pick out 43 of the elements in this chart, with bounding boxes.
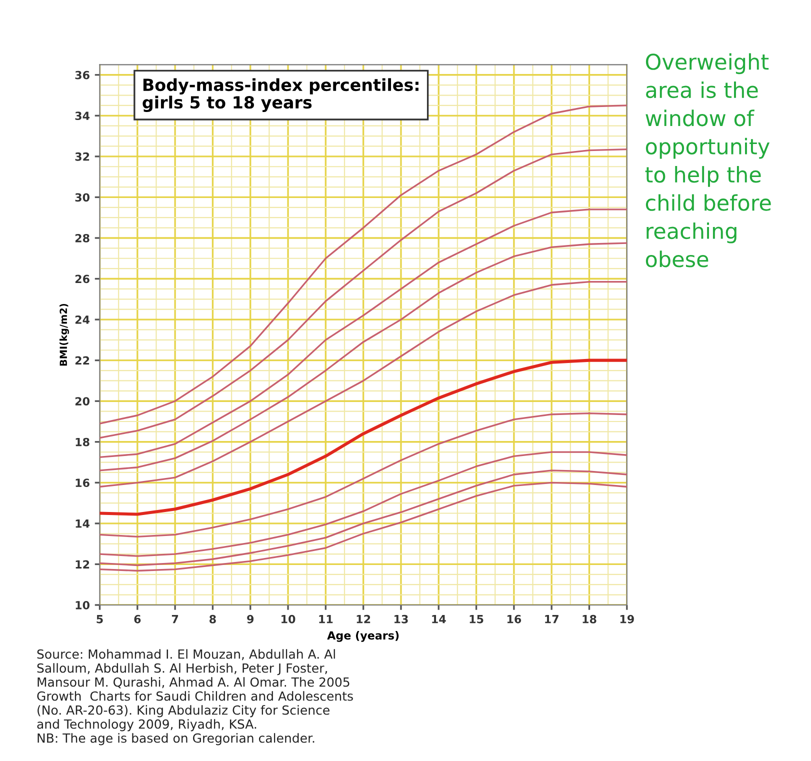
y-tick-label: 22 <box>75 356 90 365</box>
y-tick-label: 32 <box>75 152 90 161</box>
line-series <box>100 148 627 439</box>
line-series <box>100 451 627 557</box>
y-tick-label: 20 <box>75 397 90 406</box>
x-tick-label: 11 <box>319 615 333 624</box>
y-tick-label: 12 <box>76 560 90 568</box>
y-tick-label: 24 <box>75 316 90 324</box>
y-tick-label: 16 <box>76 478 90 488</box>
y-tick-label: 10 <box>76 600 90 610</box>
y-tick-label: 14 <box>76 520 90 528</box>
line-series <box>100 280 627 488</box>
y-tick-label: 34 <box>75 112 90 120</box>
x-tick-label: 9 <box>247 614 254 624</box>
x-tick-label: 16 <box>507 614 522 624</box>
line-series <box>100 242 627 472</box>
x-tick-label: 7 <box>172 615 178 624</box>
x-tick-label: 15 <box>470 615 484 624</box>
x-tick-label: 14 <box>432 615 446 624</box>
source-note: Source: Mohammad I. El Mouzan, Abdullah A. Al Salloum, Abdullah S. Al Herbish, Peter J Foster, Mansour M. Qurashi, Ahmad A. Al Omar. The 2005 Growth Charts for Saudi Children and Adolescents (No. AR-20-63). King Abdulaziz City for Science and Technology 2009, Riyadh, KSA. NB: The age is based on Gregorian calender. <box>37 649 353 746</box>
x-tick-label: 5 <box>96 615 103 624</box>
x-tick-label: 10 <box>282 614 296 624</box>
y-tick-label: 26 <box>75 274 90 284</box>
line-series <box>100 412 627 538</box>
text: Body-mass-index percentiles: girls 5 to 18 years <box>142 78 418 112</box>
x-tick-label: 6 <box>134 614 141 624</box>
y-tick-label: 18 <box>76 438 90 446</box>
x-tick-label: 18 <box>582 614 596 624</box>
text: Overweight area is the window of opportunity to help the child before reaching obese <box>645 53 771 268</box>
line-series <box>100 358 627 516</box>
line-series <box>100 208 627 458</box>
x-tick-label: 19 <box>620 614 634 624</box>
x-tick-label: 12 <box>356 614 370 624</box>
x-tick-label: 17 <box>545 615 558 624</box>
y-axis-title: BMI(kg/m2) <box>60 304 70 366</box>
y-tick-label: 36 <box>75 70 90 80</box>
x-tick-label: 13 <box>394 614 408 624</box>
line-series <box>100 482 627 572</box>
x-tick-label: 8 <box>210 614 216 624</box>
y-tick-label: 30 <box>75 193 90 202</box>
line-series <box>100 470 627 566</box>
x-axis-title: Age (years) <box>327 631 399 642</box>
y-tick-label: 28 <box>75 234 90 242</box>
